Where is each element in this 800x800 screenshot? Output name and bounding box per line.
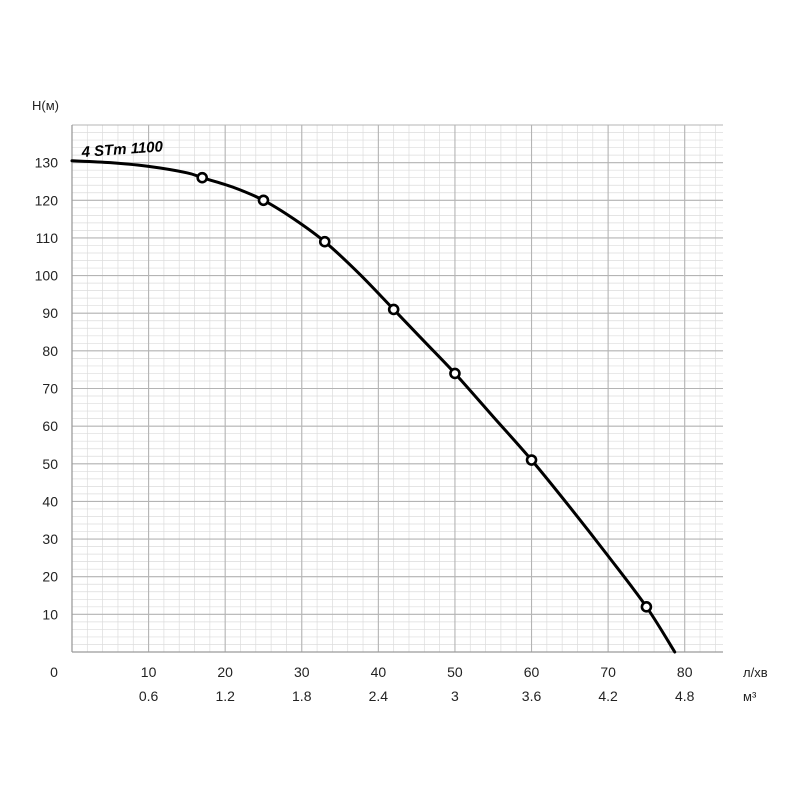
data-point-marker [525, 454, 538, 466]
x2-tick-label: 3.6 [522, 688, 542, 704]
y-tick-label: 130 [35, 155, 59, 171]
y-tick-label: 10 [42, 606, 58, 622]
x2-tick-label: 3 [451, 688, 459, 704]
x-tick-label: 20 [217, 664, 233, 680]
series-line [70, 159, 677, 654]
x2-tick-label: 4.8 [675, 688, 695, 704]
x2-axis-unit: м³ [743, 689, 757, 704]
x2-tick-label: 0.6 [139, 688, 159, 704]
series-label: 4 STm 1100 [80, 138, 164, 161]
y-tick-label: 60 [42, 418, 58, 434]
origin-label: 0 [50, 664, 58, 680]
y-tick-label: 40 [42, 493, 58, 509]
axes [71, 125, 723, 653]
y-tick-label: 100 [35, 268, 59, 284]
y-tick-label: 70 [42, 381, 58, 397]
x2-tick-labels: 0.6 1.2 1.8 2.4 3 3.6 4.2 4.8 [139, 688, 695, 704]
y-tick-label: 20 [42, 569, 58, 585]
x-tick-label: 40 [371, 664, 387, 680]
data-point-marker [640, 601, 653, 613]
data-point-marker [257, 194, 270, 207]
x2-tick-label: 1.8 [292, 688, 312, 704]
x-tick-label: 80 [677, 664, 693, 680]
x2-tick-label: 4.2 [598, 688, 618, 704]
series-layer: 4 STm 1100 [70, 138, 677, 654]
x-tick-label: 60 [524, 664, 540, 680]
x-tick-label: 50 [447, 664, 463, 680]
y-tick-label: 50 [42, 456, 58, 472]
x2-tick-label: 1.2 [215, 688, 235, 704]
x-tick-label: 30 [294, 664, 310, 680]
x-axis-unit: л/хв [743, 665, 768, 680]
major-gridlines [71, 124, 723, 653]
x2-tick-label: 2.4 [369, 688, 389, 704]
x-tick-label: 10 [141, 664, 157, 680]
y-tick-labels: 10 20 30 40 50 60 70 80 90 100 110 120 130 [35, 155, 59, 623]
y-tick-label: 80 [42, 343, 58, 359]
y-axis-title: H(м) [32, 98, 59, 113]
y-tick-label: 90 [42, 305, 58, 321]
data-point-marker [387, 303, 400, 316]
x-tick-labels: 10 20 30 40 50 60 70 80 [141, 664, 693, 680]
y-tick-label: 110 [36, 230, 59, 246]
data-point-marker [318, 235, 331, 248]
data-point-marker [449, 367, 461, 380]
x-tick-label: 70 [600, 664, 616, 680]
y-tick-label: 120 [35, 192, 59, 208]
data-point-marker [196, 171, 208, 184]
y-tick-label: 30 [42, 531, 58, 547]
